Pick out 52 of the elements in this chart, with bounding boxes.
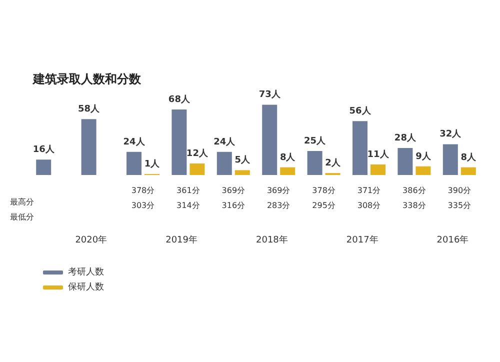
bar xyxy=(370,164,386,175)
data-label: 9人 xyxy=(416,150,432,162)
text: 2018年 xyxy=(256,234,288,246)
bar xyxy=(36,160,52,175)
data-label: 24人 xyxy=(123,136,146,148)
data-label: 11人 xyxy=(367,148,390,160)
data-label: 2人 xyxy=(325,158,342,169)
bar xyxy=(307,150,322,175)
x-tick-label: 369分 316分 xyxy=(222,186,246,210)
text: 2019年 xyxy=(166,234,198,246)
legend-label: 考研人数 xyxy=(68,266,104,278)
bar xyxy=(126,152,142,175)
x-tick-label: 371分 308分 xyxy=(357,186,381,210)
x-tick-label: 378分 295分 xyxy=(312,186,336,210)
bar xyxy=(216,152,232,175)
x-tick-label: 386分 338分 xyxy=(402,186,426,210)
data-label: 58人 xyxy=(78,104,101,115)
data-label: 16人 xyxy=(32,144,56,156)
x-tick-label: 378分 303分 xyxy=(131,186,155,210)
bar xyxy=(460,167,476,175)
text: 最高分 xyxy=(10,198,34,206)
data-label: 56人 xyxy=(349,106,372,117)
data-label: 28人 xyxy=(394,132,417,144)
bar xyxy=(262,104,278,175)
data-label: 25人 xyxy=(304,135,327,146)
bar xyxy=(416,166,431,175)
bar xyxy=(280,167,296,175)
data-label: 68人 xyxy=(168,94,191,106)
text: 2016年 xyxy=(436,234,469,246)
text: 2020年 xyxy=(75,234,108,246)
x-tick-label: 361分 314分 xyxy=(176,186,200,210)
data-label: 8人 xyxy=(280,152,296,163)
data-label: 73人 xyxy=(258,89,282,100)
legend-label: 保研人数 xyxy=(68,282,104,292)
data-label: 5人 xyxy=(234,154,252,166)
bar xyxy=(81,119,96,175)
bar xyxy=(234,170,250,175)
bar xyxy=(352,121,368,175)
data-label: 24人 xyxy=(214,136,236,148)
data-label: 12人 xyxy=(186,148,209,159)
data-label: 32人 xyxy=(440,128,462,140)
bar xyxy=(172,110,187,175)
text: 2017年 xyxy=(346,234,378,246)
bar xyxy=(398,148,413,175)
x-tick-label: 369分 283分 xyxy=(266,186,290,210)
text: 最低分 xyxy=(10,212,34,222)
bar xyxy=(190,163,205,175)
bar xyxy=(442,144,458,175)
chart-title: 建筑录取人数和分数 xyxy=(32,72,142,86)
x-tick-label: 390分 335分 xyxy=(448,186,472,210)
data-label: 1人 xyxy=(144,158,161,170)
data-label: 8人 xyxy=(460,152,478,163)
